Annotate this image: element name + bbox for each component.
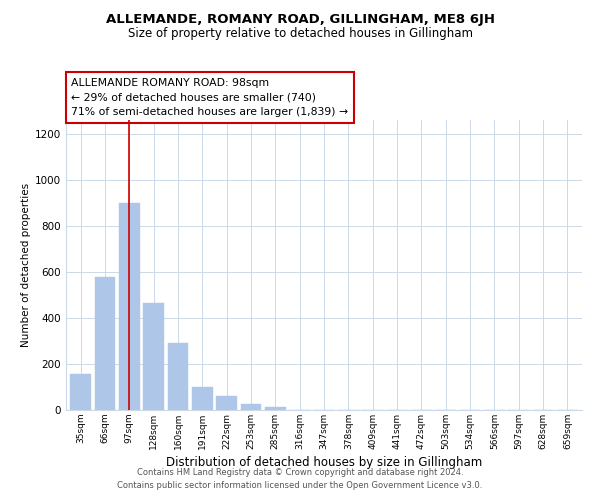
Text: ALLEMANDE ROMANY ROAD: 98sqm
← 29% of detached houses are smaller (740)
71% of s: ALLEMANDE ROMANY ROAD: 98sqm ← 29% of de… <box>71 78 348 117</box>
Text: Contains HM Land Registry data © Crown copyright and database right 2024.
Contai: Contains HM Land Registry data © Crown c… <box>118 468 482 490</box>
Bar <box>143 303 164 410</box>
Y-axis label: Number of detached properties: Number of detached properties <box>21 183 31 347</box>
Bar <box>95 276 115 410</box>
Text: ALLEMANDE, ROMANY ROAD, GILLINGHAM, ME8 6JH: ALLEMANDE, ROMANY ROAD, GILLINGHAM, ME8 … <box>106 12 494 26</box>
Bar <box>192 387 212 410</box>
Bar <box>167 344 188 410</box>
Bar <box>241 404 262 410</box>
Bar <box>119 203 140 410</box>
Bar <box>70 374 91 410</box>
Bar <box>216 396 237 410</box>
X-axis label: Distribution of detached houses by size in Gillingham: Distribution of detached houses by size … <box>166 456 482 469</box>
Text: Size of property relative to detached houses in Gillingham: Size of property relative to detached ho… <box>128 28 473 40</box>
Bar <box>265 406 286 410</box>
